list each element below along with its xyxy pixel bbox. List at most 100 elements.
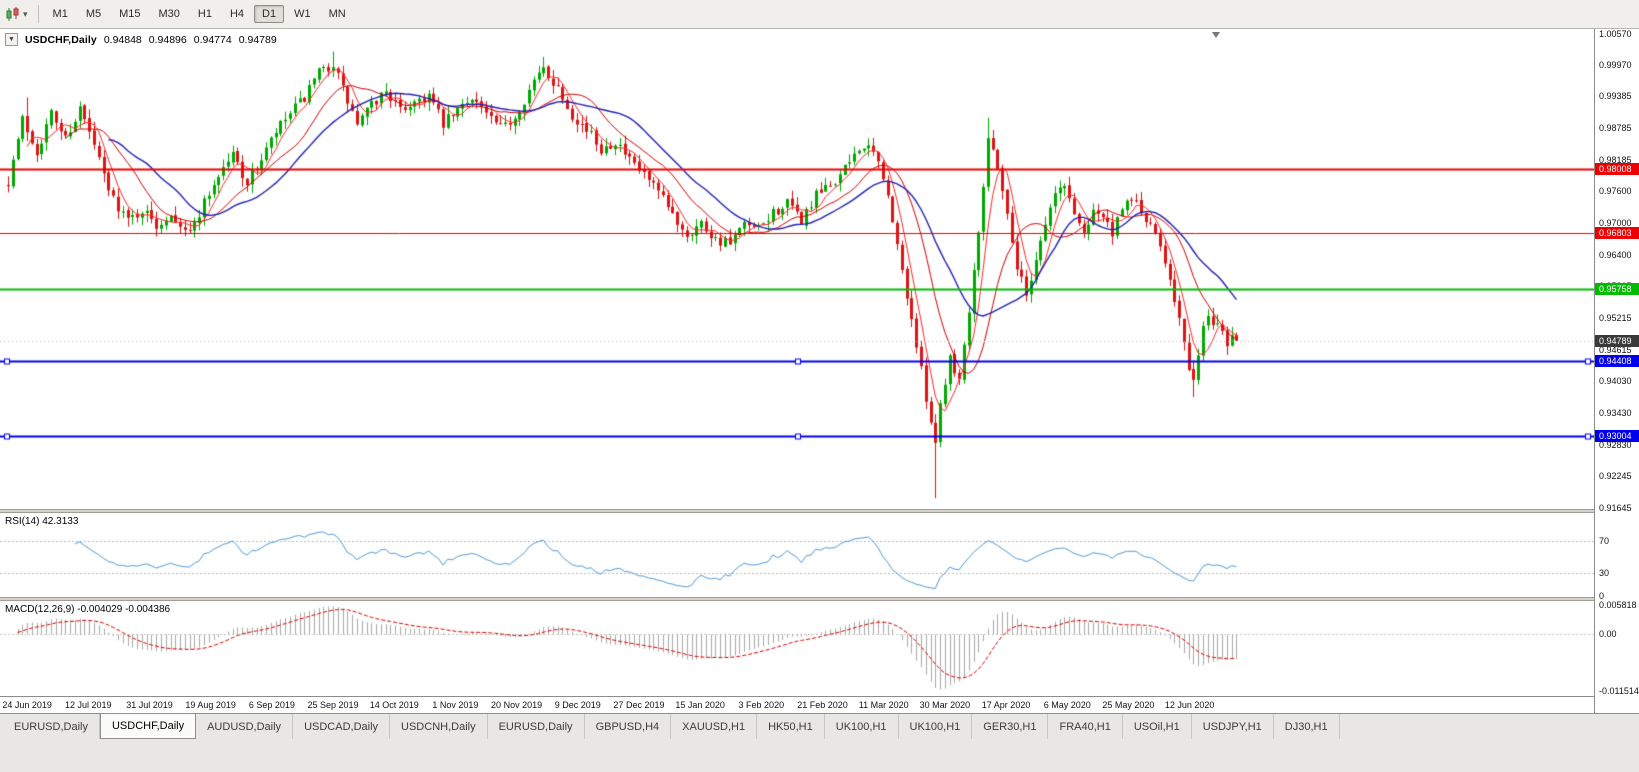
- macd-axis-label: -0.011514: [1599, 685, 1639, 696]
- date-axis-label: 12 Jul 2019: [65, 700, 112, 710]
- price-axis-label: 0.97000: [1599, 217, 1632, 228]
- price-chart-canvas[interactable]: [0, 29, 1594, 509]
- date-axis-label: 25 May 2020: [1102, 700, 1155, 710]
- timeframe-button-mn[interactable]: MN: [328, 8, 346, 20]
- price-axis-label: 0.99385: [1599, 91, 1632, 102]
- chart-tab-usdcad-daily[interactable]: USDCAD,Daily: [293, 714, 391, 739]
- chart-open-value: 0.94848: [103, 33, 142, 46]
- chart-tab-gbpusd-h4[interactable]: GBPUSD,H4: [585, 714, 672, 739]
- timeframe-button-w1[interactable]: W1: [294, 8, 311, 20]
- macd-label: MACD(12,26,9) -0.004029 -0.004386: [5, 604, 171, 615]
- chart-tab-bar: EURUSD,Daily USDCHF,Daily AUDUSD,Daily USDC…: [0, 713, 1639, 739]
- price-axis-label: 0.91645: [1599, 502, 1632, 513]
- status-bar: [0, 739, 1639, 772]
- chart-tab-xauusd-h1[interactable]: XAUUSD,H1: [671, 714, 758, 739]
- chart-tab-eurusd-daily[interactable]: EURUSD,Daily: [3, 714, 100, 739]
- price-axis-label: 0.95215: [1599, 312, 1632, 323]
- price-axis-label: 0.98785: [1599, 122, 1632, 133]
- timeframe-button-d1[interactable]: D1: [254, 5, 285, 23]
- rsi-axis-label: 30: [1599, 567, 1610, 578]
- candlestick-chart-icon[interactable]: [5, 6, 21, 22]
- panel-splitter-macd[interactable]: [0, 597, 1594, 601]
- date-axis[interactable]: 24 Jun 2019 12 Jul 2019 31 Jul 2019 19 Aug …: [0, 696, 1594, 713]
- price-axis-label: 0.94030: [1599, 376, 1632, 387]
- macd-axis-label: 0.005818: [1599, 600, 1637, 611]
- price-axis-label: 0.99970: [1599, 59, 1632, 70]
- timeframe-button-m5[interactable]: M5: [85, 8, 102, 20]
- rsi-axis-label: 70: [1599, 536, 1610, 547]
- date-axis-label: 14 Oct 2019: [369, 700, 419, 710]
- timeframe-button-h4[interactable]: H4: [229, 8, 245, 20]
- hline-price-tag: 0.94408: [1595, 354, 1639, 367]
- macd-canvas[interactable]: [0, 601, 1594, 696]
- price-axis[interactable]: 1.00570 0.99970 0.99385 0.98785 0.98185 0.976…: [1594, 29, 1639, 713]
- date-axis-label: 30 Mar 2020: [919, 700, 971, 710]
- chart-tab-eurusd-daily[interactable]: EURUSD,Daily: [488, 714, 585, 739]
- price-axis-label: 0.96400: [1599, 249, 1632, 260]
- hline-price-tag: 0.93004: [1595, 429, 1639, 442]
- chart-tab-hk50-h1[interactable]: HK50,H1: [757, 714, 825, 739]
- price-axis-label: 0.92245: [1599, 471, 1632, 481]
- price-axis-label: 0.92830: [1599, 439, 1632, 450]
- hline-price-tag: 0.95758: [1595, 283, 1639, 296]
- toolbar-separator: [37, 5, 39, 23]
- chart-title: ▼ USDCHF,Daily 0.94848 0.94896 0.94774 0…: [5, 33, 277, 46]
- chart-tab-usdcnh-daily[interactable]: USDCNH,Daily: [390, 714, 488, 739]
- date-axis-label: 17 Apr 2020: [981, 700, 1031, 710]
- timeframe-button-h1[interactable]: H1: [197, 8, 212, 20]
- chart-tab-uk100-h1[interactable]: UK100,H1: [825, 714, 899, 739]
- date-axis-label: 11 Mar 2020: [858, 700, 909, 710]
- price-axis-label: 0.98185: [1599, 154, 1632, 165]
- date-axis-label: 9 Dec 2019: [554, 700, 601, 710]
- date-axis-label: 31 Jul 2019: [126, 700, 173, 710]
- date-axis-label: 27 Dec 2019: [613, 700, 665, 710]
- date-axis-label: 25 Sep 2019: [307, 700, 359, 710]
- rsi-axis-label: 0: [1599, 591, 1605, 601]
- price-axis-label: 0.94615: [1599, 344, 1632, 355]
- chart-region: ▼ USDCHF,Daily 0.94848 0.94896 0.94774 0…: [0, 29, 1639, 713]
- chart-tab-uk100-h1[interactable]: UK100,H1: [899, 714, 973, 739]
- timeframe-toolbar: ▾ M1 M5 M15 M30 H1 H4 D1 W1 MN: [0, 0, 1639, 29]
- date-axis-label: 1 Nov 2019: [432, 700, 479, 710]
- date-axis-label: 6 Sep 2019: [248, 700, 295, 710]
- chart-tab-audusd-daily[interactable]: AUDUSD,Daily: [196, 714, 294, 739]
- date-axis-label: 20 Nov 2019: [491, 700, 543, 710]
- hline-price-tag: 0.96803: [1595, 227, 1639, 240]
- chart-symbol-label: USDCHF,Daily: [25, 33, 97, 46]
- price-axis-label: 0.97600: [1599, 186, 1632, 197]
- timeframe-bar: M1 M5 M15 M30 H1 H4 D1 W1 MN: [45, 5, 354, 23]
- chart-close-value: 0.94789: [238, 33, 277, 46]
- macd-panel[interactable]: MACD(12,26,9) -0.004029 -0.004386: [0, 601, 1594, 696]
- date-axis-label: 21 Feb 2020: [797, 700, 848, 710]
- current-price-tag: 0.94789: [1595, 334, 1639, 347]
- timeframe-button-m15[interactable]: M15: [119, 8, 141, 20]
- main-chart-panel[interactable]: ▼ USDCHF,Daily 0.94848 0.94896 0.94774 0…: [0, 29, 1594, 509]
- dropdown-caret-icon[interactable]: ▾: [23, 8, 28, 19]
- price-axis-label: 0.93430: [1599, 407, 1632, 418]
- timeframe-button-m1[interactable]: M1: [52, 8, 68, 20]
- chart-tab-dj30-h1[interactable]: DJ30,H1: [1274, 714, 1340, 739]
- chart-tab-fra40-h1[interactable]: FRA40,H1: [1048, 714, 1123, 739]
- scroll-to-end-icon[interactable]: [1212, 32, 1220, 38]
- rsi-panel[interactable]: RSI(14) 42.3133: [0, 513, 1594, 597]
- rsi-canvas[interactable]: [0, 513, 1594, 597]
- timeframe-button-m30[interactable]: M30: [158, 8, 180, 20]
- chart-column: ▼ USDCHF,Daily 0.94848 0.94896 0.94774 0…: [0, 29, 1594, 713]
- chart-dropdown-icon[interactable]: ▼: [5, 33, 18, 46]
- chart-high-value: 0.94896: [148, 33, 187, 46]
- rsi-label: RSI(14) 42.3133: [5, 516, 79, 527]
- price-axis-label: 1.00570: [1599, 29, 1632, 39]
- date-axis-label: 19 Aug 2019: [185, 700, 236, 710]
- panel-splitter-rsi[interactable]: [0, 509, 1594, 513]
- date-axis-label: 24 Jun 2019: [2, 700, 52, 710]
- macd-axis-label: 0.00: [1599, 628, 1617, 639]
- chart-tab-usoil-h1[interactable]: USOil,H1: [1123, 714, 1192, 739]
- date-axis-label: 15 Jan 2020: [675, 700, 725, 710]
- date-axis-label: 12 Jun 2020: [1164, 700, 1215, 710]
- chart-tab-usdchf-daily[interactable]: USDCHF,Daily: [99, 714, 197, 739]
- chart-tab-usdjpy-h1[interactable]: USDJPY,H1: [1192, 714, 1274, 739]
- chart-tab-ger30-h1[interactable]: GER30,H1: [972, 714, 1049, 739]
- chart-low-value: 0.94774: [193, 33, 232, 46]
- hline-price-tag: 0.98008: [1595, 163, 1639, 176]
